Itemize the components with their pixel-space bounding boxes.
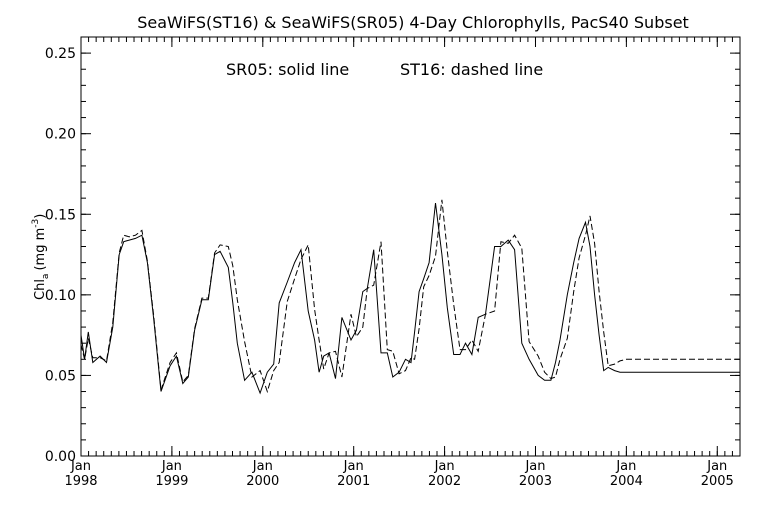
x-tick-year: 1998 [64, 474, 97, 489]
y-tick-label: 0.10 [45, 288, 76, 304]
x-tick-year: 2000 [246, 474, 279, 489]
y-tick-label: 0.20 [45, 127, 76, 143]
y-axis-label-exp: -3 [31, 219, 41, 228]
y-tick-label: 0.05 [45, 368, 76, 384]
x-tick-month: Jan [343, 459, 364, 474]
y-axis-label-units: (mg m [33, 228, 48, 271]
x-tick-month: Jan [434, 459, 455, 474]
x-tick-month: Jan [615, 459, 636, 474]
x-tick-month: Jan [706, 459, 727, 474]
plot-frame [80, 36, 741, 457]
series-line-sr05 [80, 202, 740, 395]
y-tick-label: 0.25 [45, 46, 76, 62]
x-tick-month: Jan [161, 459, 182, 474]
y-axis-label-close: ) [33, 214, 48, 219]
x-tick-month: Jan [252, 459, 273, 474]
x-axis: Jan1998Jan1999Jan2000Jan2001Jan2002Jan20… [64, 37, 741, 489]
x-tick-month: Jan [524, 459, 545, 474]
x-tick-year: 2003 [519, 474, 552, 489]
y-axis-label: Chla (mg m-3) [31, 214, 51, 300]
x-tick-year: 1999 [155, 474, 188, 489]
y-tick-label: 0.00 [45, 449, 76, 465]
x-tick-month: Jan [70, 459, 91, 474]
y-axis: 0.00 0.05 0.10 0.15 0.20 0.25 [45, 36, 740, 465]
x-tick-year: 2002 [428, 474, 461, 489]
series-group [80, 199, 740, 395]
y-axis-label-main: Chl [33, 279, 48, 300]
series-line-st16 [80, 199, 740, 394]
x-tick-year: 2001 [337, 474, 370, 489]
x-tick-year: 2004 [610, 474, 643, 489]
chart-title: SeaWiFS(ST16) & SeaWiFS(SR05) 4-Day Chlo… [137, 13, 689, 32]
y-axis-label-sub: a [41, 274, 51, 280]
legend-note-sr05: SR05: solid line [226, 60, 349, 79]
legend-note-st16: ST16: dashed line [400, 60, 543, 79]
x-tick-year: 2005 [701, 474, 734, 489]
y-tick-label: 0.15 [45, 207, 76, 223]
